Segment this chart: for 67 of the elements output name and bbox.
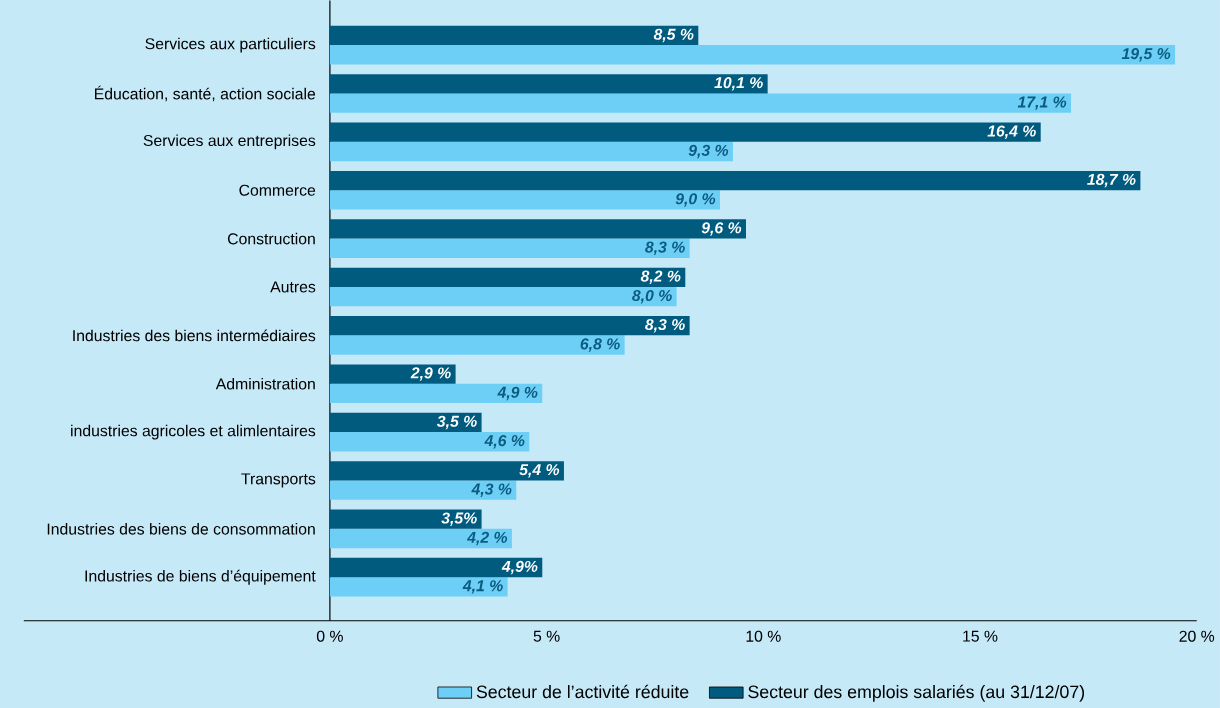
y-tick-label: Services aux particuliers <box>145 37 316 53</box>
legend-label: Secteur des emplois salariés (au 31/12/07) <box>748 684 1085 702</box>
bar <box>329 557 543 578</box>
data-label: 4,9 % <box>497 386 538 401</box>
data-label: 3,5% <box>441 512 477 526</box>
bar <box>329 412 482 433</box>
bar <box>329 267 686 287</box>
y-tick-label: Industries des biens de consommation <box>47 522 315 535</box>
y-tick-label: Industries de biens d’équipement <box>85 569 316 585</box>
x-tick-label: 20 % <box>1179 630 1215 642</box>
bar <box>329 170 1141 191</box>
legend-label: Secteur de l’activité réduite <box>476 684 689 699</box>
bar <box>329 364 456 384</box>
bar <box>329 45 1176 65</box>
data-label: 8,5 % <box>653 28 694 43</box>
bar <box>329 141 733 162</box>
data-label: 8,2 % <box>640 270 681 284</box>
y-tick-label: Éducation, santé, action sociale <box>95 85 316 102</box>
y-tick-label: Industries des biens intermédiaires <box>73 329 316 342</box>
bar <box>329 25 699 46</box>
x-tick-label: 0 % <box>316 630 343 642</box>
data-label: 4,3 % <box>471 483 512 497</box>
bar <box>329 286 677 307</box>
data-label: 9,0 % <box>675 193 716 207</box>
bar <box>329 122 1041 142</box>
bar <box>329 432 530 452</box>
bar <box>329 190 720 210</box>
y-tick-label: Administration <box>215 377 315 390</box>
bar <box>329 238 690 258</box>
data-label: 5,4 % <box>519 464 560 478</box>
y-tick-label: Services aux entreprises <box>143 134 316 150</box>
bar <box>329 509 482 529</box>
bar <box>329 93 1072 113</box>
data-label: 16,4 % <box>987 125 1036 139</box>
bar <box>329 219 746 239</box>
data-label: 19,5 % <box>1121 47 1171 62</box>
y-tick-label: Commerce <box>239 184 316 196</box>
data-label: 8,3 % <box>645 241 685 255</box>
x-tick-label: 10 % <box>746 630 781 642</box>
data-label: 2,9 % <box>410 367 451 381</box>
bar <box>329 480 517 500</box>
y-tick-label: Transports <box>241 473 316 488</box>
bar <box>329 577 508 597</box>
data-label: 4,9% <box>501 560 538 575</box>
data-label: 4,6 % <box>484 434 525 449</box>
data-label: 4,1 % <box>462 580 503 594</box>
data-label: 9,6 % <box>701 222 742 236</box>
data-label: 18,7 % <box>1087 173 1136 188</box>
bar <box>329 528 512 549</box>
bar <box>329 74 768 94</box>
data-label: 17,1 % <box>1017 96 1067 110</box>
data-label: 9,3 % <box>688 144 729 159</box>
bar <box>329 315 690 336</box>
data-label: 8,0 % <box>632 289 672 304</box>
x-tick-label: 5 % <box>533 630 560 642</box>
y-tick-label: Construction <box>227 232 315 245</box>
data-label: 4,2 % <box>466 531 508 546</box>
data-label: 8,3 % <box>645 318 685 333</box>
bar <box>329 383 543 403</box>
bar <box>329 335 625 355</box>
y-tick-label: industries agricoles et alimlentaires <box>71 424 316 440</box>
data-label: 6,8 % <box>580 338 620 352</box>
data-label: 3,5 % <box>436 415 477 430</box>
y-tick-label: Autres <box>270 281 316 293</box>
data-label: 10,1 % <box>714 76 763 91</box>
bar <box>329 461 564 481</box>
x-tick-label: 15 % <box>963 630 998 642</box>
